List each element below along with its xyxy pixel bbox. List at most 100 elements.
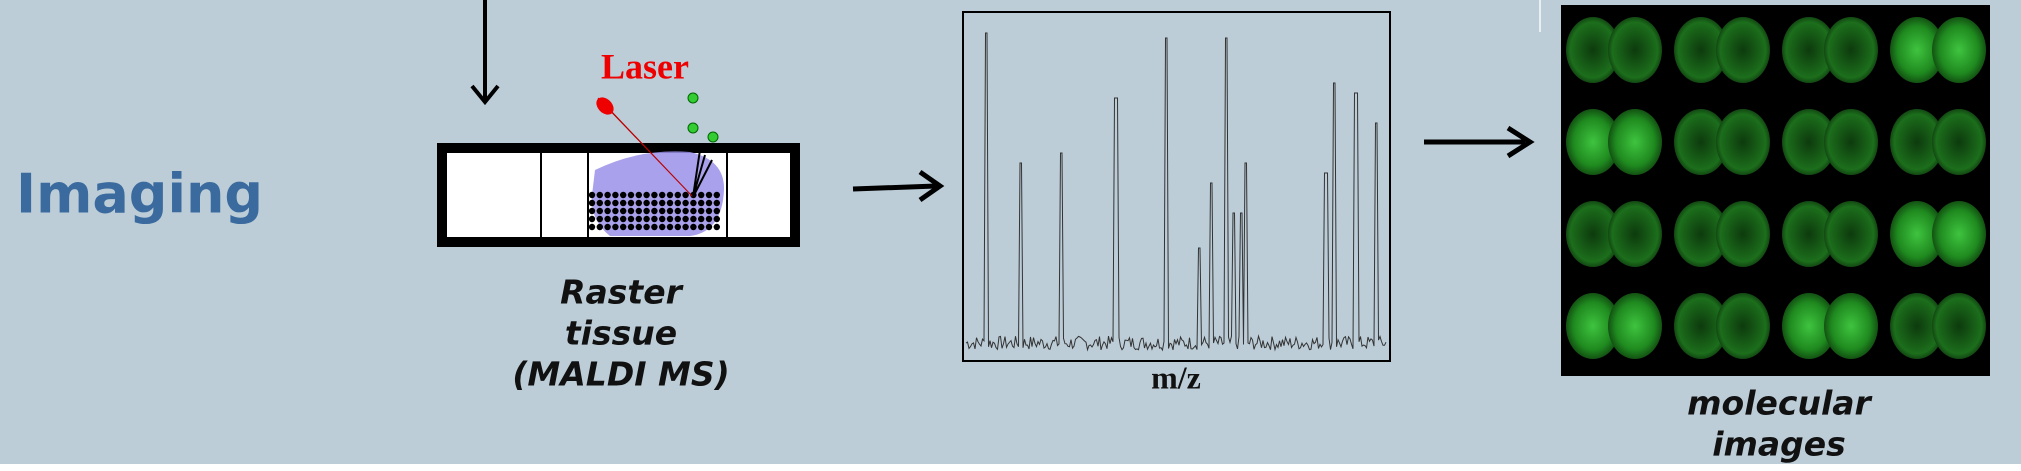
raster-dot — [705, 223, 713, 231]
raster-caption: Raster — [560, 273, 683, 312]
raster-dot — [588, 215, 596, 223]
raster-dot — [596, 191, 603, 199]
raster-dot — [674, 215, 681, 223]
brain — [1566, 109, 1662, 175]
ion — [687, 92, 699, 104]
brain-right — [1608, 293, 1662, 359]
raster-dot — [612, 215, 619, 223]
raster-dot — [635, 223, 642, 231]
brain — [1566, 201, 1662, 267]
arrow-head — [918, 169, 945, 203]
raster-dot — [588, 207, 596, 215]
raster-dot — [682, 215, 689, 223]
raster-dot — [627, 223, 635, 231]
raster-dot — [705, 215, 713, 223]
arrow-head — [470, 84, 500, 106]
raster-dot — [666, 199, 674, 207]
raster-dot — [698, 199, 705, 207]
ion — [707, 131, 719, 143]
raster-dot — [643, 207, 650, 215]
brain-left — [1566, 293, 1620, 359]
laser-label: Laser — [601, 46, 689, 86]
raster-dot — [705, 207, 713, 215]
raster-dot — [659, 191, 666, 199]
brain-right — [1716, 17, 1770, 83]
raster-dot — [604, 223, 611, 231]
raster-caption: (MALDI MS) — [512, 355, 729, 394]
raster-dot — [588, 199, 596, 207]
raster-dot — [705, 199, 713, 207]
brain-left — [1890, 293, 1944, 359]
brain-right — [1932, 293, 1986, 359]
raster-dot — [705, 191, 713, 199]
raster-dot — [620, 191, 627, 199]
brain-left — [1782, 109, 1836, 175]
brain-images — [1566, 17, 1986, 359]
raster-dot — [651, 191, 658, 199]
brain-left — [1674, 17, 1728, 83]
arrow — [852, 183, 937, 192]
ion — [687, 122, 699, 134]
raster-dot — [651, 199, 658, 207]
raster-dot — [596, 199, 603, 207]
brain-right — [1608, 109, 1662, 175]
raster-dot — [604, 215, 611, 223]
raster-dot — [713, 223, 720, 231]
brain — [1674, 17, 1770, 83]
raster-dot — [713, 199, 720, 207]
raster-dot — [643, 223, 650, 231]
raster-dot — [674, 199, 681, 207]
raster-dot — [666, 191, 674, 199]
brain-left — [1566, 17, 1620, 83]
brain-left — [1782, 201, 1836, 267]
raster-dot — [651, 215, 658, 223]
brain — [1674, 109, 1770, 175]
brain-left — [1782, 293, 1836, 359]
raster-dot — [612, 199, 619, 207]
brain-left — [1782, 17, 1836, 83]
raster-dot — [604, 191, 611, 199]
raster-dot — [659, 223, 666, 231]
brain — [1782, 293, 1878, 359]
raster-dot — [698, 215, 705, 223]
raster-caption: tissue — [565, 314, 677, 353]
raster-dot — [682, 199, 689, 207]
raster-dot — [698, 207, 705, 215]
raster-dot — [604, 207, 611, 215]
raster-dot — [666, 223, 674, 231]
plume — [692, 149, 713, 198]
raster-dot — [713, 207, 720, 215]
brain-left — [1674, 293, 1728, 359]
raster-dot — [620, 215, 627, 223]
raster-dot — [612, 191, 619, 199]
brain-right — [1932, 109, 1986, 175]
raster-dot — [620, 223, 627, 231]
raster-dot — [596, 207, 603, 215]
raster-dot — [643, 215, 650, 223]
brain — [1890, 109, 1986, 175]
raster-dot — [690, 199, 697, 207]
brain — [1566, 293, 1662, 359]
brain — [1782, 17, 1878, 83]
raster-dot — [674, 207, 681, 215]
spectrum-frame — [962, 11, 1391, 362]
output-caption: images — [1712, 425, 1846, 464]
raster-dot — [698, 191, 705, 199]
raster-dot — [698, 223, 705, 231]
brain-left — [1566, 201, 1620, 267]
spectrum-axis-label: m/z — [1151, 359, 1201, 395]
raster-dot — [612, 223, 619, 231]
raster-dot — [620, 199, 627, 207]
raster-dot — [635, 215, 642, 223]
brain-left — [1890, 201, 1944, 267]
brain — [1890, 201, 1986, 267]
raster-dot — [651, 223, 658, 231]
arrow-head — [1506, 125, 1535, 159]
brain-right — [1824, 293, 1878, 359]
raster-dot — [690, 207, 697, 215]
raster-dot — [690, 223, 697, 231]
raster-dot — [651, 207, 658, 215]
brain — [1674, 201, 1770, 267]
brain-left — [1674, 201, 1728, 267]
